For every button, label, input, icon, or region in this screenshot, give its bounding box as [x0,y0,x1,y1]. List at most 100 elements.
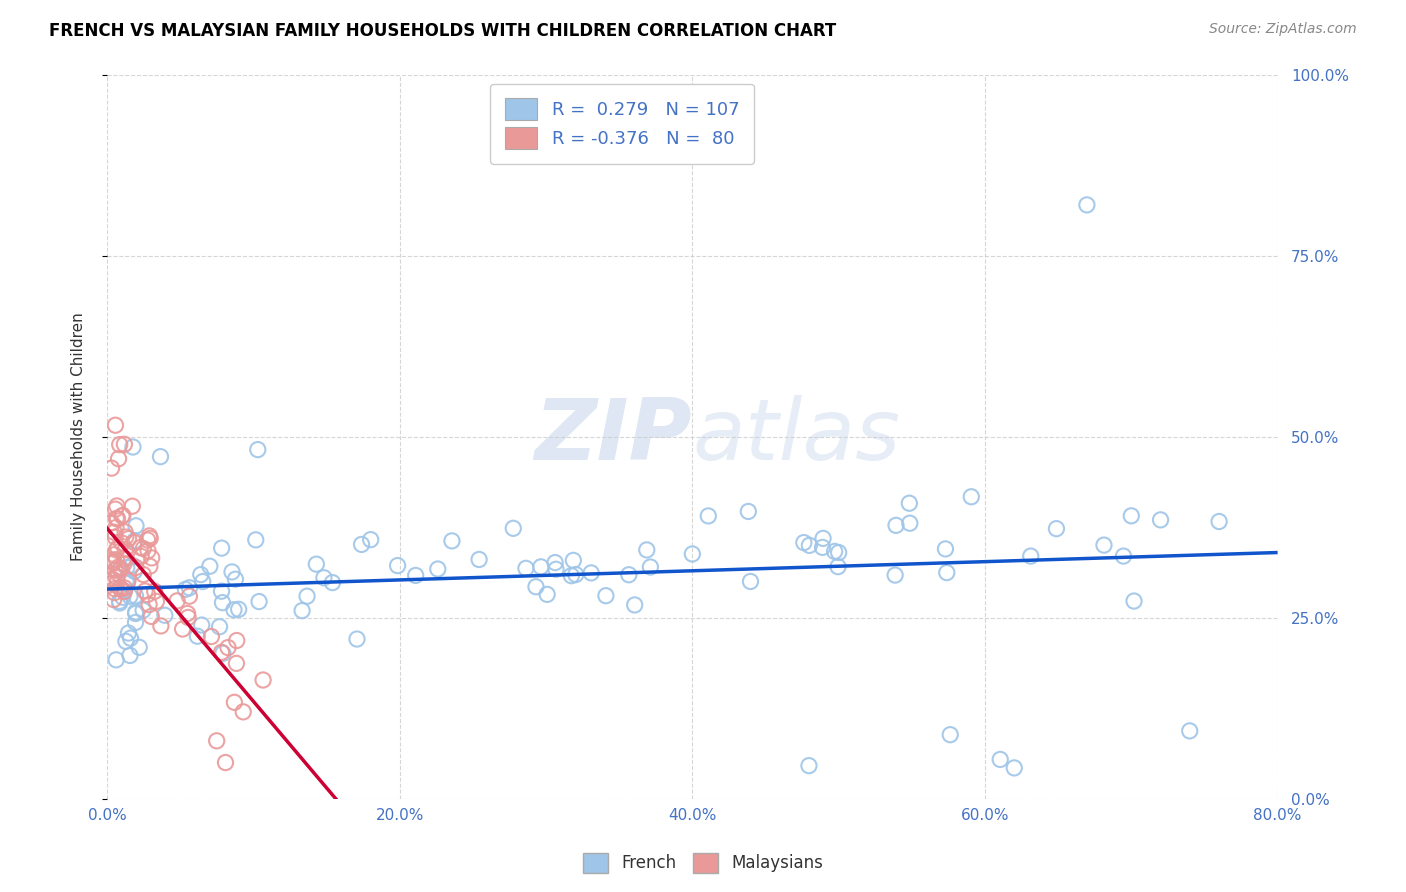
Point [205,734,228,748]
Text: FRENCH VS MALAYSIAN FAMILY HOUSEHOLDS WITH CHILDREN CORRELATION CHART: FRENCH VS MALAYSIAN FAMILY HOUSEHOLDS WI… [49,22,837,40]
Point [104,530,127,544]
Point [124,607,146,621]
Point [225,633,247,648]
Point [988,752,1011,766]
Point [524,580,547,594]
Point [681,547,703,561]
Point [111,508,134,523]
Point [211,584,233,599]
Point [101,572,124,586]
Point [115,634,138,648]
Point [623,598,645,612]
Point [128,640,150,655]
Point [232,705,254,719]
Point [101,556,124,570]
Point [124,615,146,630]
Point [824,544,846,558]
Point [114,542,136,557]
Point [104,520,127,534]
Point [898,516,921,531]
Point [884,568,907,582]
Point [132,603,155,617]
Point [108,437,131,451]
Point [176,607,198,621]
Text: Source: ZipAtlas.com: Source: ZipAtlas.com [1209,22,1357,37]
Point [115,574,138,589]
Point [108,596,131,610]
Point [827,545,849,559]
Point [595,589,617,603]
Text: atlas: atlas [692,395,900,478]
Point [935,566,957,580]
Point [960,490,983,504]
Point [105,499,128,513]
Point [108,581,131,595]
Point [224,695,246,709]
Point [134,584,156,599]
Point [122,440,145,454]
Point [100,516,122,530]
Point [110,562,132,576]
Point [799,538,821,552]
Point [200,630,222,644]
Point [117,626,139,640]
Point [174,582,197,597]
Point [125,518,148,533]
Point [811,532,834,546]
Y-axis label: Family Households with Children: Family Households with Children [72,312,86,561]
Point [208,620,231,634]
Point [198,559,221,574]
Point [530,559,553,574]
Point [1208,515,1230,529]
Point [177,610,200,624]
Point [544,556,567,570]
Point [129,549,152,564]
Point [104,418,127,433]
Point [105,542,128,557]
Point [107,511,129,525]
Point [129,541,152,555]
Point [793,535,815,549]
Point [1019,549,1042,563]
Point [111,591,134,605]
Legend: R =  0.279   N = 107, R = -0.376   N =  80: R = 0.279 N = 107, R = -0.376 N = 80 [491,84,754,164]
Point [214,756,236,770]
Point [100,461,122,475]
Point [186,629,208,643]
Point [190,618,212,632]
Point [224,572,246,586]
Point [228,602,250,616]
Point [105,575,128,590]
Point [107,451,129,466]
Point [115,576,138,591]
Point [117,574,139,588]
Point [360,533,382,547]
Point [110,582,132,596]
Point [179,589,201,603]
Point [145,594,167,608]
Point [149,619,172,633]
Point [138,598,160,612]
Point [121,558,143,573]
Point [111,536,134,550]
Point [247,594,270,608]
Point [132,567,155,582]
Point [105,570,128,584]
Point [291,604,314,618]
Point [141,609,163,624]
Point [246,442,269,457]
Point [138,529,160,543]
Point [172,622,194,636]
Point [295,589,318,603]
Point [107,541,129,555]
Point [190,567,212,582]
Point [132,541,155,556]
Point [697,508,720,523]
Point [107,560,129,574]
Point [211,596,233,610]
Point [143,584,166,599]
Point [636,543,658,558]
Point [536,587,558,601]
Point [136,543,159,558]
Point [191,574,214,589]
